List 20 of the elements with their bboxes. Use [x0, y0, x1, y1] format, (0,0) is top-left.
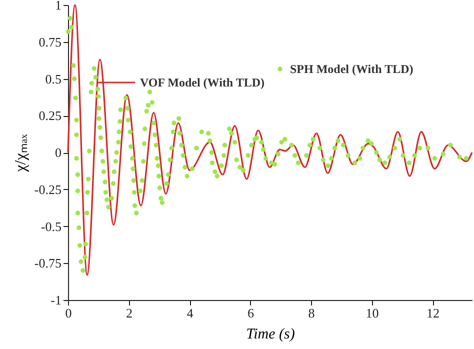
x-tick-label: 8 [308, 306, 315, 320]
y-axis-title: χ/χₘₐₓ [12, 134, 30, 173]
y-tick-label: -0.75 [34, 256, 62, 271]
y-tick-label: -0.25 [34, 182, 62, 197]
x-tick-label: 2 [126, 306, 132, 320]
x-tick-label: 4 [186, 306, 194, 320]
x-tick-label: 12 [426, 306, 440, 320]
y-tick-label: 0.25 [38, 108, 62, 124]
legend-label: SPH Model (With TLD) [290, 62, 414, 76]
x-tick-label: 6 [248, 306, 255, 320]
y-tick-label: 1 [55, 0, 62, 12]
y-tick-label: -0.5 [40, 218, 62, 234]
legend-label: VOF Model (With TLD) [140, 76, 265, 90]
x-axis-title: Time (s) [246, 326, 295, 342]
x-tick-label: 10 [366, 306, 379, 320]
y-tick-label: 0 [55, 145, 62, 160]
y-tick-label: -1 [50, 292, 62, 308]
y-tick-label: 0.5 [45, 71, 62, 86]
x-tick-label: 0 [65, 306, 72, 320]
y-tick-label: 0.75 [38, 34, 62, 50]
